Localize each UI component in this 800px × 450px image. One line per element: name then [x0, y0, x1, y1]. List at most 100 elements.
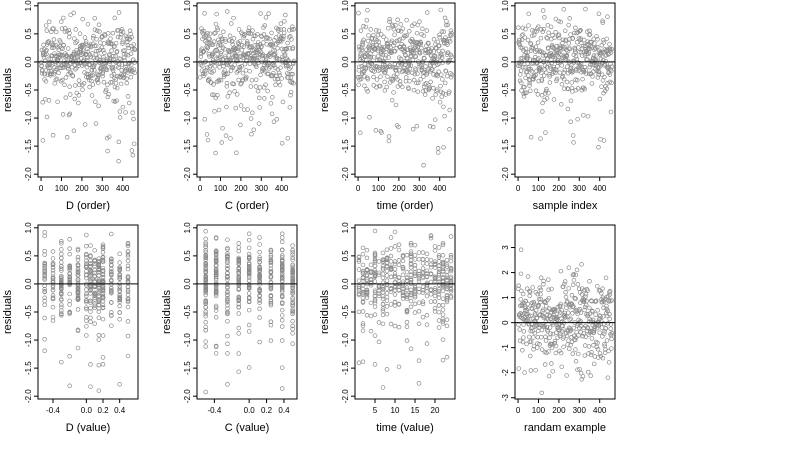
data-point [524, 341, 529, 347]
data-point [279, 247, 285, 253]
data-point [605, 375, 611, 380]
data-point [444, 354, 450, 360]
data-point [383, 53, 389, 58]
data-point [290, 331, 295, 336]
data-point [125, 289, 131, 295]
data-point [288, 64, 293, 70]
data-point [582, 343, 588, 348]
data-point [203, 319, 208, 325]
data-point [561, 76, 567, 82]
y-tick-label: 1.0 [501, 0, 510, 11]
data-point [400, 265, 406, 270]
data-point [383, 55, 388, 61]
data-point [518, 72, 523, 77]
data-point [607, 311, 612, 317]
data-point [100, 288, 106, 293]
data-point [404, 285, 410, 290]
data-point [358, 51, 363, 57]
data-point [542, 324, 547, 329]
data-point [84, 333, 89, 338]
data-point [403, 53, 408, 58]
data-point [558, 268, 564, 274]
data-point [432, 293, 438, 299]
data-point [412, 253, 418, 258]
data-point [444, 269, 450, 275]
data-point [257, 279, 262, 284]
data-point [589, 336, 595, 341]
data-point [124, 39, 130, 45]
data-point [100, 257, 106, 263]
data-point [444, 323, 450, 329]
data-point [96, 263, 102, 269]
data-point [203, 339, 208, 344]
data-point [441, 145, 446, 150]
data-point [364, 295, 370, 300]
data-point [42, 267, 47, 272]
data-point [62, 82, 67, 88]
data-point [403, 75, 409, 80]
data-point [117, 295, 122, 300]
data-point [389, 97, 395, 103]
data-point [120, 104, 126, 110]
data-point [236, 325, 241, 331]
y-tick-label: 1.0 [183, 222, 192, 234]
data-point [593, 298, 599, 303]
data-point [601, 138, 607, 143]
data-point [72, 36, 77, 41]
data-point [587, 279, 592, 284]
data-point [130, 46, 135, 52]
data-point [538, 136, 543, 141]
data-point [236, 282, 241, 288]
data-point [606, 52, 611, 57]
data-point [444, 295, 450, 301]
data-point [600, 20, 606, 25]
data-point [116, 65, 121, 70]
data-point [598, 56, 604, 62]
data-point [239, 47, 245, 53]
data-point [540, 29, 546, 34]
data-point [570, 311, 575, 316]
data-point [257, 249, 262, 255]
data-point [75, 267, 81, 272]
data-point [290, 300, 295, 306]
data-point [521, 335, 526, 340]
data-point [279, 301, 285, 306]
data-point [436, 263, 442, 269]
x-axis-title: D (order) [66, 200, 110, 212]
data-point [404, 338, 410, 343]
data-point [432, 58, 438, 64]
data-point [604, 86, 610, 91]
data-point [420, 257, 426, 262]
data-point [249, 77, 255, 83]
data-point [519, 80, 524, 85]
data-point [516, 286, 521, 291]
data-point [132, 70, 137, 76]
data-point [594, 44, 600, 50]
data-point [234, 70, 240, 75]
data-point [105, 31, 111, 36]
data-point [263, 15, 269, 20]
data-point [359, 47, 365, 53]
data-point [397, 78, 403, 84]
data-point [444, 277, 450, 283]
data-point [416, 381, 422, 386]
data-point [236, 351, 241, 356]
data-point [444, 317, 450, 322]
data-point [88, 298, 93, 304]
data-point [440, 60, 445, 65]
data-point [579, 262, 584, 267]
data-point [356, 259, 362, 264]
y-tick-label: 1.0 [24, 0, 33, 11]
data-point [278, 65, 283, 71]
data-point [529, 69, 534, 74]
data-point [581, 85, 586, 90]
data-point [447, 107, 452, 113]
data-point [590, 317, 596, 323]
data-point [67, 251, 72, 257]
data-point [248, 84, 254, 89]
data-point [547, 74, 552, 79]
data-point [360, 321, 366, 326]
y-tick-label: 0.0 [341, 278, 350, 290]
data-point [50, 296, 56, 302]
data-point [96, 273, 102, 278]
